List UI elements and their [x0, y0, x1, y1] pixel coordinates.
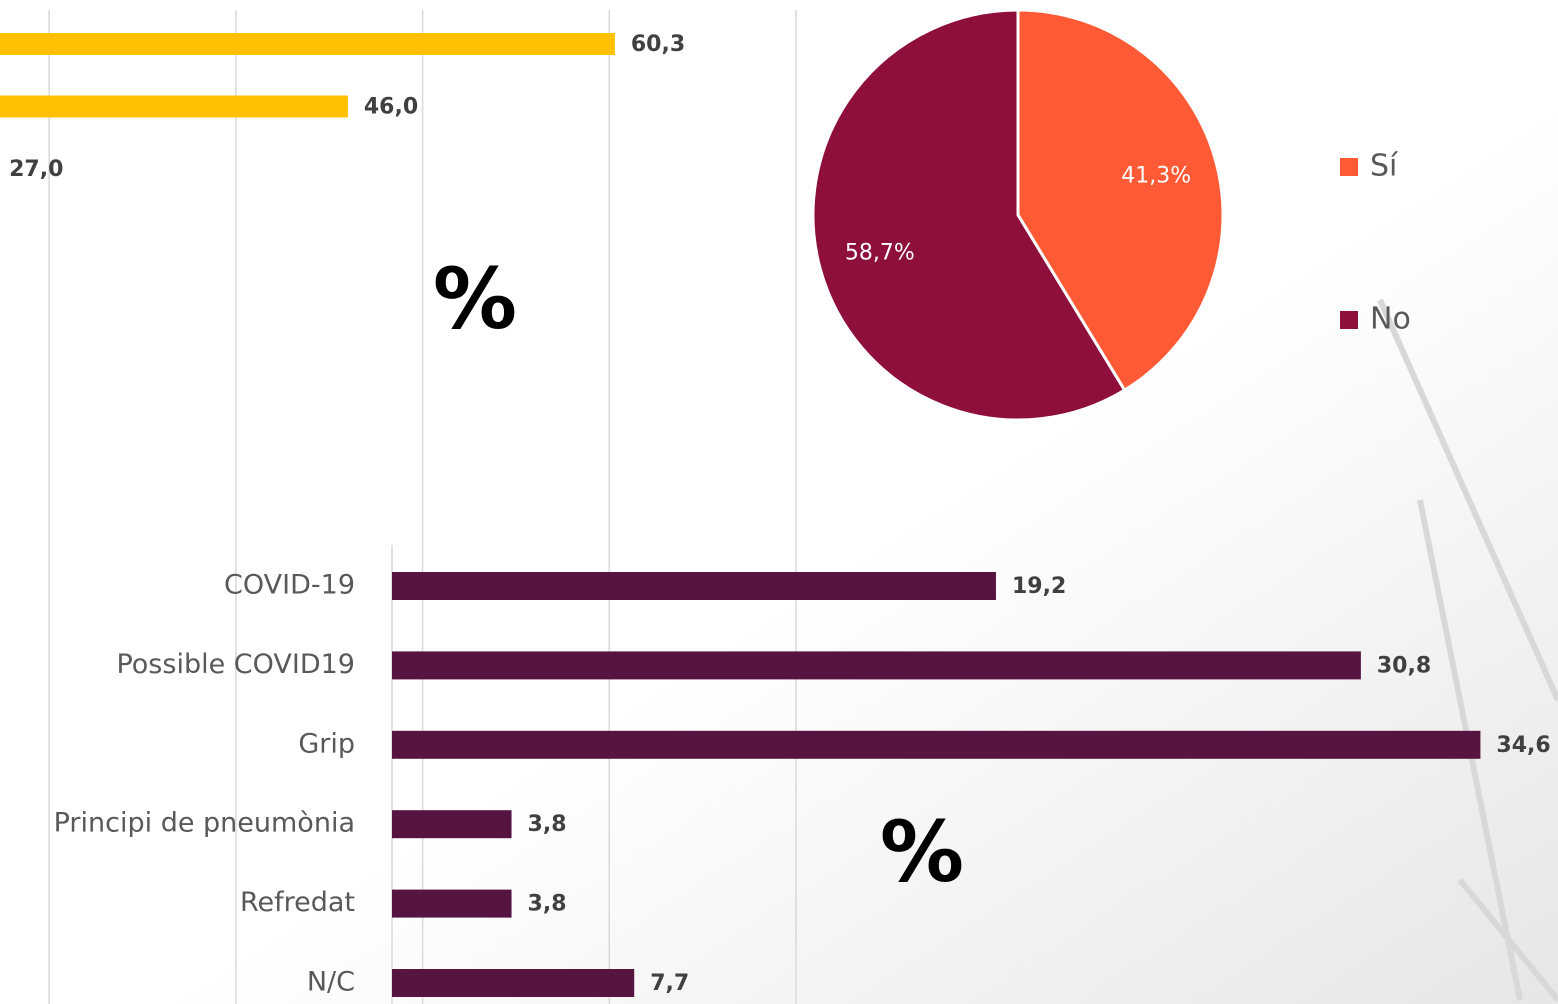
category-label: Principi de pneumònia [54, 808, 355, 839]
bar [392, 810, 512, 839]
value-label: 3,8 [528, 812, 567, 837]
category-label: Grip [298, 728, 355, 759]
value-label: 34,6 [1496, 733, 1550, 758]
slice-label: 41,3% [1121, 163, 1191, 188]
pie-slice [1016, 8, 1225, 393]
category-label: N/C [307, 967, 355, 998]
category-label: Refredat [240, 887, 355, 918]
bar [0, 95, 348, 118]
bar [392, 572, 996, 600]
legend-label: No [1370, 302, 1411, 337]
value-label: 46,0 [364, 95, 418, 120]
bar [392, 889, 512, 918]
pie-slice [811, 8, 1127, 422]
bar [0, 33, 615, 55]
chart-title: % [433, 250, 517, 348]
value-label: 3,8 [528, 892, 567, 917]
bar [392, 730, 1481, 759]
value-label: 30,8 [1377, 653, 1431, 678]
chart-title: % [880, 803, 964, 901]
bar [392, 969, 635, 997]
value-label: 27,0 [9, 157, 63, 182]
legend-label: Sí [1370, 149, 1399, 184]
legend-swatch [1340, 311, 1358, 329]
bar [392, 651, 1361, 680]
category-label: COVID-19 [224, 570, 355, 601]
category-label: Possible COVID19 [116, 649, 355, 680]
legend-swatch [1340, 158, 1358, 176]
value-label: 7,7 [650, 971, 689, 996]
value-label: 60,3 [631, 32, 685, 57]
value-label: 19,2 [1012, 574, 1066, 599]
slice-label: 58,7% [845, 241, 915, 266]
